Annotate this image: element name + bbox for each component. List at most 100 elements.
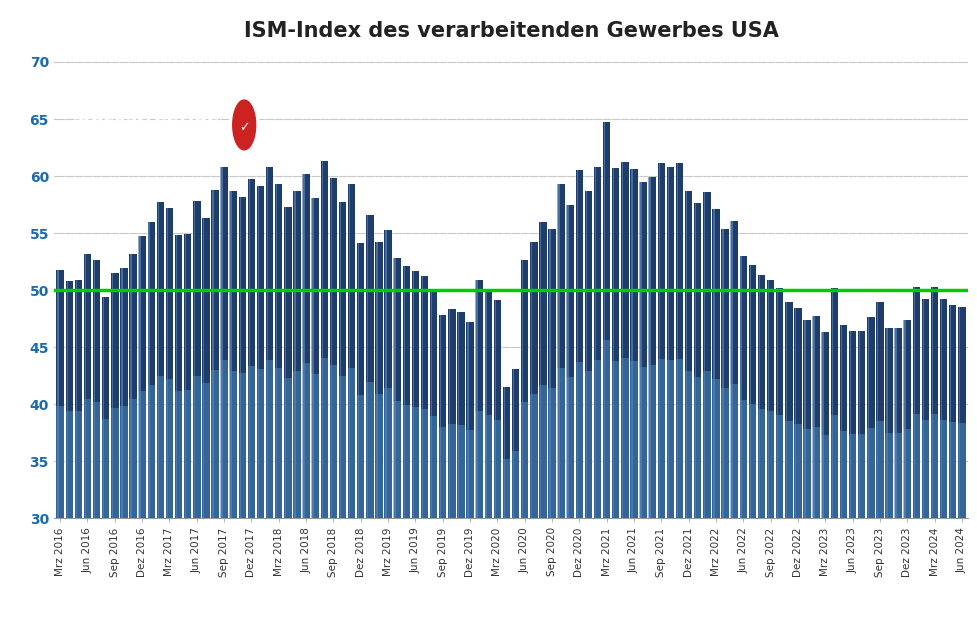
Bar [192, 201, 200, 518]
Bar [338, 376, 346, 518]
Bar [712, 209, 714, 518]
Bar [666, 360, 673, 518]
Bar [329, 365, 337, 518]
Bar [957, 307, 964, 518]
Bar [211, 190, 219, 518]
Bar [275, 368, 282, 518]
Bar [893, 432, 901, 518]
Bar [365, 215, 373, 518]
Bar [567, 205, 569, 518]
Bar [339, 202, 341, 518]
Bar [739, 256, 746, 518]
Bar [231, 191, 232, 518]
Bar [156, 376, 164, 518]
Bar [822, 332, 823, 518]
Bar [221, 167, 223, 518]
Bar [403, 266, 409, 518]
Bar [130, 253, 132, 518]
Bar [176, 235, 177, 518]
Bar [802, 320, 810, 518]
Bar [403, 405, 409, 518]
Bar [320, 358, 327, 518]
Bar [247, 366, 255, 518]
Bar [475, 280, 483, 518]
Bar [411, 270, 419, 518]
Bar [421, 276, 423, 518]
Bar [521, 260, 528, 518]
Bar [476, 280, 477, 518]
Bar [857, 434, 865, 518]
Text: ✓: ✓ [238, 121, 249, 135]
Bar [557, 368, 565, 518]
Bar [558, 184, 559, 518]
Bar [120, 406, 128, 518]
Bar [667, 167, 668, 518]
Bar [876, 301, 877, 518]
Bar [493, 300, 500, 518]
Bar [875, 421, 882, 518]
Bar [302, 174, 310, 518]
Bar [230, 371, 236, 518]
Bar [839, 325, 846, 518]
Bar [275, 184, 282, 518]
Bar [711, 209, 719, 518]
Bar [793, 424, 801, 518]
Bar [156, 202, 164, 518]
Bar [85, 253, 86, 518]
Bar [903, 429, 910, 518]
Bar [293, 191, 300, 518]
Bar [420, 410, 428, 518]
Bar [649, 177, 650, 518]
Bar [612, 361, 618, 518]
Bar [748, 265, 750, 518]
Bar [957, 423, 964, 518]
Bar [257, 369, 264, 518]
Bar [885, 328, 887, 518]
Bar [839, 432, 846, 518]
Bar [848, 331, 856, 518]
Bar [84, 253, 91, 518]
Bar [394, 258, 396, 518]
Bar [103, 297, 105, 518]
Bar [620, 162, 628, 518]
Bar [903, 320, 910, 518]
Bar [440, 315, 441, 518]
Title: ISM-Index des verarbeitenden Gewerbes USA: ISM-Index des verarbeitenden Gewerbes US… [243, 21, 778, 40]
Bar [684, 191, 692, 518]
Bar [657, 358, 664, 518]
Bar [266, 360, 274, 518]
Bar [830, 288, 832, 518]
Bar [538, 385, 546, 518]
Bar [548, 229, 555, 518]
Bar [239, 197, 240, 518]
Bar [867, 428, 873, 518]
Bar [129, 253, 137, 518]
Bar [102, 297, 109, 518]
Bar [148, 385, 154, 518]
Bar [557, 184, 565, 518]
Bar [358, 243, 359, 518]
Bar [840, 325, 841, 518]
Bar [293, 371, 300, 518]
Bar [166, 208, 168, 518]
Bar [904, 320, 905, 518]
Bar [948, 422, 956, 518]
Bar [84, 399, 91, 518]
Bar [758, 276, 759, 518]
Bar [575, 171, 582, 518]
Bar [821, 332, 828, 518]
Bar [238, 374, 246, 518]
Bar [447, 424, 455, 518]
Bar [74, 280, 82, 518]
Bar [466, 322, 473, 518]
Bar [467, 322, 468, 518]
Bar [875, 301, 882, 518]
Bar [920, 420, 928, 518]
Bar [584, 371, 591, 518]
Bar [311, 374, 319, 518]
Bar [157, 202, 159, 518]
Bar [585, 191, 586, 518]
Bar [848, 434, 856, 518]
Bar [330, 178, 331, 518]
Bar [821, 435, 828, 518]
